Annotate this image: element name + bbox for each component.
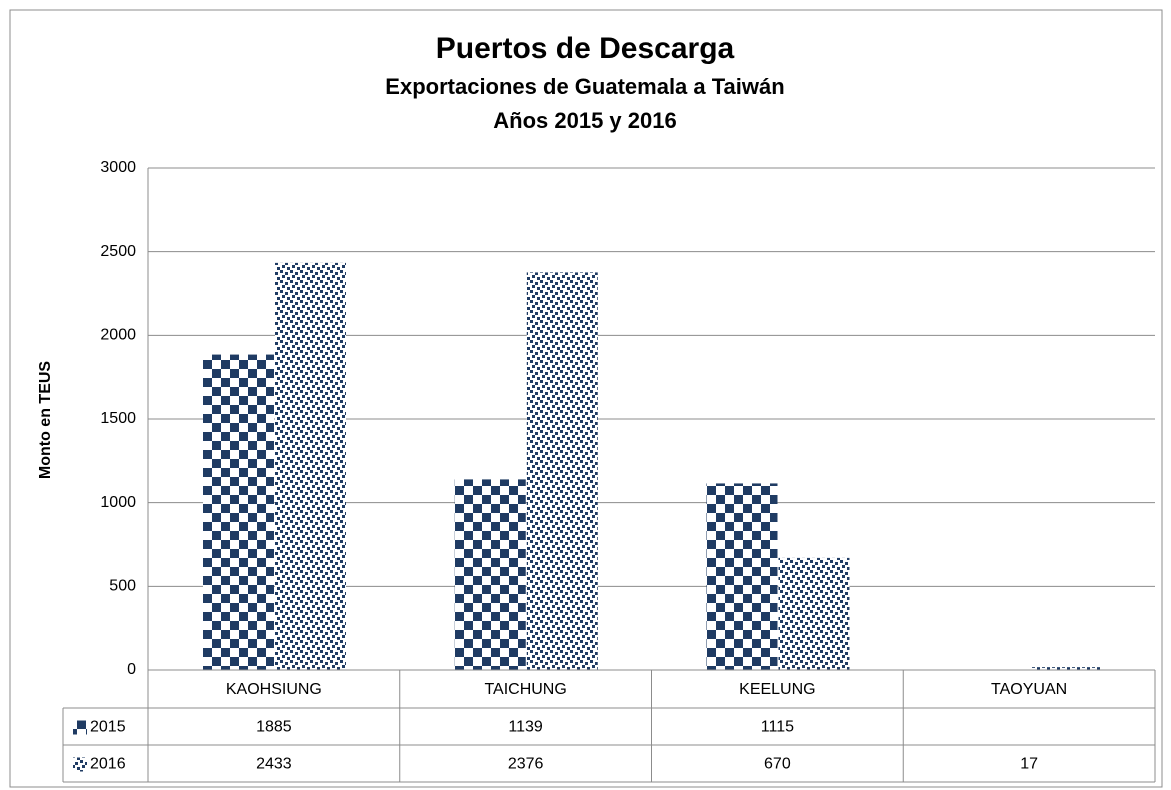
y-tick-label: 2000 [100, 327, 136, 344]
table-value: 1139 [508, 719, 543, 736]
y-tick-label: 1000 [100, 494, 136, 511]
table-value: 670 [764, 756, 791, 773]
bar [706, 483, 778, 670]
legend-swatch [73, 720, 87, 735]
x-tick-label: KAOHSIUNG [226, 681, 322, 698]
chart-subtitle: Años 2015 y 2016 [493, 108, 676, 133]
x-tick-label: TAOYUAN [991, 681, 1067, 698]
y-tick-label: 2500 [100, 243, 136, 260]
x-tick-label: KEELUNG [739, 681, 815, 698]
table-value: 2433 [256, 756, 292, 773]
y-tick-label: 500 [109, 578, 136, 595]
bar [1030, 667, 1102, 670]
y-tick-label: 0 [127, 661, 136, 678]
y-tick-label: 3000 [100, 159, 136, 176]
bar [526, 272, 598, 670]
table-value: 1885 [256, 719, 292, 736]
bar [203, 354, 274, 670]
bar [275, 262, 346, 670]
legend-label: 2015 [90, 719, 126, 736]
bar [778, 557, 850, 670]
table-value: 1115 [761, 719, 794, 736]
y-axis-label: Monto en TEUS [37, 361, 54, 480]
x-tick-label: TAICHUNG [484, 681, 566, 698]
bar [454, 479, 526, 670]
legend-label: 2016 [90, 756, 126, 773]
legend-swatch [73, 757, 87, 772]
chart-title: Puertos de Descarga [436, 32, 735, 65]
table-value: 17 [1020, 756, 1038, 773]
table-value: 2376 [508, 756, 544, 773]
y-tick-label: 1500 [100, 410, 136, 427]
chart-subtitle: Exportaciones de Guatemala a Taiwán [385, 74, 784, 99]
